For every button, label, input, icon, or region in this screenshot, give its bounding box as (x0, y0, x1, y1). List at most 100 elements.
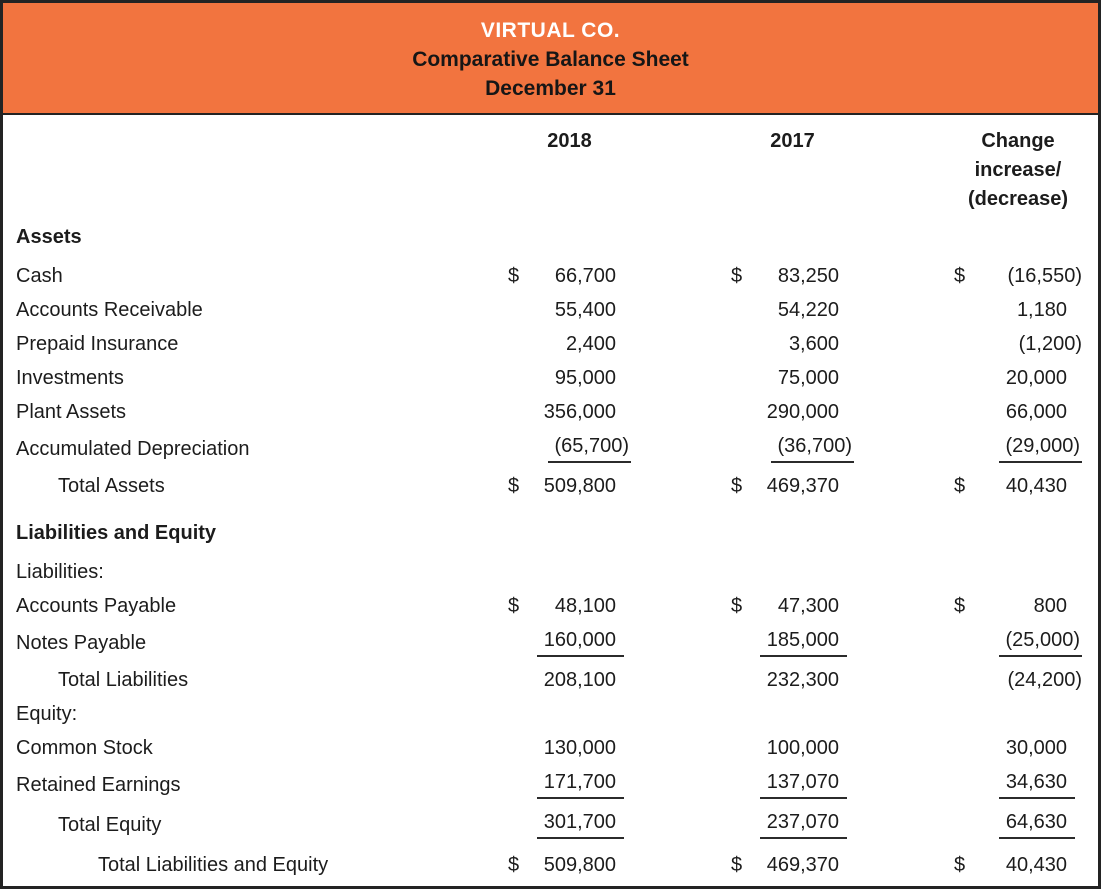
row-label: Notes Payable (16, 631, 147, 654)
amount-value: 130,000 (543, 736, 616, 759)
amount-cell: $40,430 (954, 475, 1082, 498)
amount-value: 1,180 (1016, 298, 1067, 321)
amount-cell: $48,100 (508, 595, 631, 618)
table-row: Retained Earnings 171,700 137,070 34,630 (3, 765, 1098, 805)
currency-symbol: $ (954, 264, 966, 287)
amount-cell: 95,000 (508, 367, 631, 390)
row-label: Total Equity (58, 813, 162, 836)
amount-cell: $509,800 (508, 854, 631, 877)
amount-cell: 100,000 (731, 737, 854, 760)
amount-cell: (25,000) (954, 629, 1082, 657)
amount-value: (1,200) (1018, 332, 1082, 355)
currency-symbol: $ (508, 594, 520, 617)
amount-cell: 160,000 (508, 629, 631, 657)
amount-value: 83,250 (777, 264, 839, 287)
amount-value: 137,070 (759, 771, 847, 799)
amount-value: 40,430 (1005, 474, 1067, 497)
column-header-change: Change increase/ (decrease) (954, 127, 1082, 214)
row-label: Prepaid Insurance (16, 332, 179, 355)
currency-symbol: $ (954, 594, 966, 617)
row-label: Plant Assets (16, 400, 127, 423)
column-header-change-line3: (decrease) (967, 188, 1069, 210)
amount-value: 469,370 (766, 853, 839, 876)
amount-value: 800 (1033, 594, 1067, 617)
amount-value: (65,700) (547, 435, 631, 463)
amount-value: 66,700 (554, 264, 616, 287)
amount-cell: (65,700) (508, 435, 631, 463)
amount-value: 75,000 (777, 366, 839, 389)
company-name: VIRTUAL CO. (480, 19, 621, 42)
amount-cell: $800 (954, 595, 1082, 618)
column-header-change-line2: increase/ (974, 159, 1062, 181)
amount-cell: 75,000 (731, 367, 854, 390)
amount-cell: 30,000 (954, 737, 1082, 760)
row-label: Cash (16, 264, 63, 287)
amount-value: 64,630 (998, 811, 1075, 839)
table-row: Plant Assets 356,000 290,000 66,000 (3, 395, 1098, 429)
amount-value: 2,400 (565, 332, 616, 355)
column-header-row: 2018 2017 Change increase/ (decrease) (3, 115, 1098, 215)
table-row: Assets (3, 215, 1098, 259)
table-row: Liabilities: (3, 555, 1098, 589)
currency-symbol: $ (508, 853, 520, 876)
table-row: Prepaid Insurance 2,400 3,600 (1,200) (3, 327, 1098, 361)
amount-value: 160,000 (536, 629, 624, 657)
amount-cell: 66,000 (954, 401, 1082, 424)
row-label: Liabilities and Equity (16, 521, 217, 544)
amount-cell: $469,370 (731, 475, 854, 498)
amount-value: 95,000 (554, 366, 616, 389)
amount-value: (24,200) (1007, 668, 1083, 691)
amount-value: 469,370 (766, 474, 839, 497)
amount-cell: $509,800 (508, 475, 631, 498)
amount-cell: 290,000 (731, 401, 854, 424)
amount-cell: $83,250 (731, 265, 854, 288)
amount-value: 100,000 (766, 736, 839, 759)
amount-cell: 237,070 (731, 811, 854, 839)
amount-cell: 3,600 (731, 333, 854, 356)
amount-cell: 1,180 (954, 299, 1082, 322)
amount-value: (29,000) (998, 435, 1082, 463)
currency-symbol: $ (731, 853, 743, 876)
amount-value: 54,220 (777, 298, 839, 321)
row-label: Retained Earnings (16, 773, 181, 796)
row-label: Accumulated Depreciation (16, 437, 250, 460)
currency-symbol: $ (508, 474, 520, 497)
amount-value: 20,000 (1005, 366, 1067, 389)
amount-value: 30,000 (1005, 736, 1067, 759)
amount-cell: $40,430 (954, 854, 1082, 877)
amount-value: 34,630 (998, 771, 1075, 799)
amount-cell: 55,400 (508, 299, 631, 322)
row-label: Common Stock (16, 736, 153, 759)
row-label: Total Liabilities (58, 668, 189, 691)
table-row: Common Stock 130,000 100,000 30,000 (3, 731, 1098, 765)
amount-cell: $469,370 (731, 854, 854, 877)
table-row: Cash $66,700 $83,250 $ (16,550) (3, 259, 1098, 293)
row-label: Accounts Payable (16, 594, 177, 617)
amount-value: (25,000) (998, 629, 1082, 657)
amount-value: 232,300 (766, 668, 839, 691)
amount-cell: $47,300 (731, 595, 854, 618)
amount-value: (16,550) (1007, 264, 1083, 287)
amount-value: 47,300 (777, 594, 839, 617)
amount-cell: (29,000) (954, 435, 1082, 463)
table-row: Total Assets $509,800 $469,370 $40,430 (3, 469, 1098, 503)
amount-value: 301,700 (536, 811, 624, 839)
table-row: Investments 95,000 75,000 20,000 (3, 361, 1098, 395)
table-row: Notes Payable 160,000 185,000 (25,000) (3, 623, 1098, 663)
amount-cell: 2,400 (508, 333, 631, 356)
amount-value: 509,800 (543, 853, 616, 876)
amount-cell: $66,700 (508, 265, 631, 288)
row-label: Total Assets (58, 474, 165, 497)
amount-cell: 356,000 (508, 401, 631, 424)
amount-cell: 64,630 (954, 811, 1082, 839)
column-header-change-line1: Change (981, 130, 1055, 152)
amount-value: 208,100 (543, 668, 616, 691)
statement-header: VIRTUAL CO. Comparative Balance Sheet De… (3, 3, 1098, 115)
table-row: Total Liabilities 208,100 232,300 (24,200) (3, 663, 1098, 697)
amount-cell: 137,070 (731, 771, 854, 799)
statement-date: December 31 (485, 77, 616, 100)
row-label: Investments (16, 366, 124, 389)
amount-cell: (1,200) (954, 333, 1082, 356)
amount-value: 66,000 (1005, 400, 1067, 423)
